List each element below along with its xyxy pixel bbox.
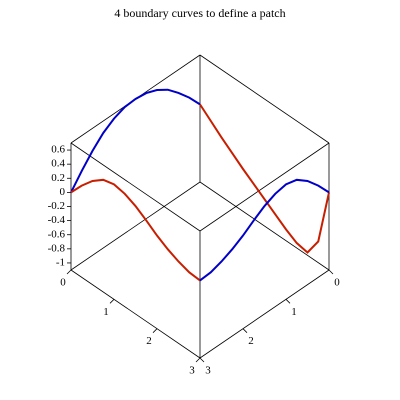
y-tick xyxy=(285,299,291,304)
chart-title: 4 boundary curves to define a patch xyxy=(114,6,285,20)
z-tick-label: -0.8 xyxy=(48,242,66,254)
x-tick xyxy=(66,269,72,275)
y-tick xyxy=(242,328,248,333)
y-tick-label: 2 xyxy=(248,335,254,347)
box-edge xyxy=(70,142,201,232)
x-tick-label: 3 xyxy=(189,365,195,377)
curve xyxy=(70,88,201,193)
box-edge xyxy=(199,142,330,232)
z-tick-label: -1 xyxy=(56,256,65,268)
box-edge xyxy=(199,269,330,359)
x-tick xyxy=(195,357,201,363)
y-tick xyxy=(199,357,205,363)
x-tick xyxy=(152,328,158,333)
z-tick-label: -0.4 xyxy=(48,214,66,226)
z-tick-label: 0.6 xyxy=(51,144,65,156)
box-edge xyxy=(199,54,330,144)
box-edge xyxy=(70,269,201,359)
y-tick-label: 1 xyxy=(291,306,297,318)
curve xyxy=(70,178,201,282)
box-edge xyxy=(70,181,201,271)
x-tick-label: 2 xyxy=(146,335,152,347)
curve xyxy=(199,178,330,282)
curve xyxy=(199,103,330,254)
y-tick xyxy=(328,269,334,275)
y-tick-label: 3 xyxy=(205,365,211,377)
x-tick-label: 0 xyxy=(60,277,66,289)
z-tick-label: -0.6 xyxy=(48,228,66,240)
z-tick-label: 0.4 xyxy=(51,158,65,170)
y-tick-label: 0 xyxy=(334,277,340,289)
z-tick-label: -0.2 xyxy=(48,200,65,212)
z-tick-label: 0 xyxy=(60,186,66,198)
box-edge xyxy=(199,181,330,271)
x-tick-label: 1 xyxy=(103,306,109,318)
x-tick xyxy=(109,299,115,304)
z-tick-label: 0.2 xyxy=(51,172,65,184)
